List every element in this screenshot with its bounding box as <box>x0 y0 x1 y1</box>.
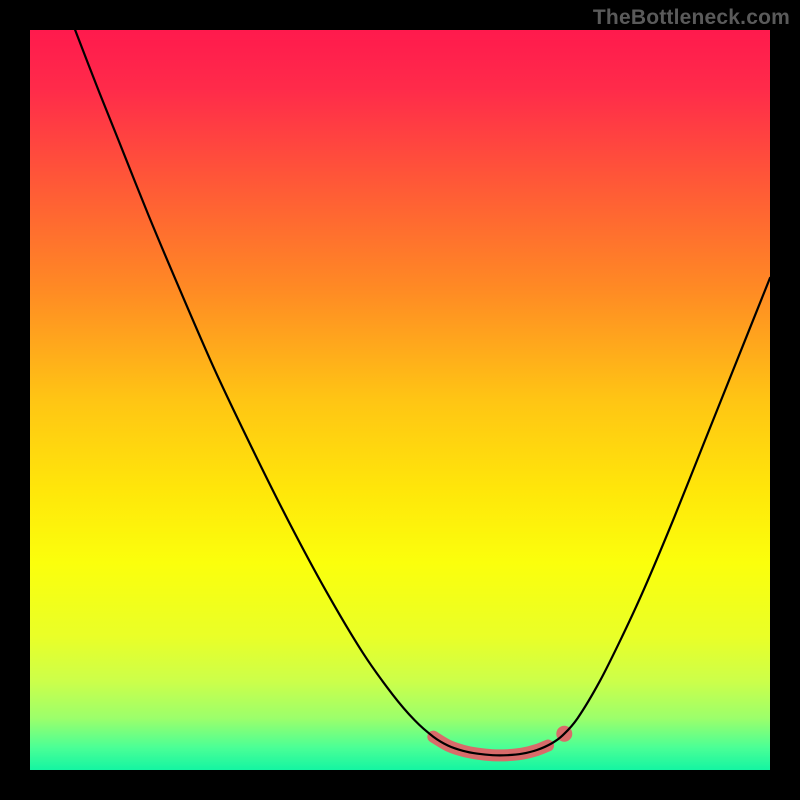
chart-container: TheBottleneck.com <box>0 0 800 800</box>
plot-area <box>30 30 770 770</box>
main-curve <box>75 30 770 755</box>
watermark-text: TheBottleneck.com <box>593 6 790 30</box>
curve-overlay <box>30 30 770 770</box>
